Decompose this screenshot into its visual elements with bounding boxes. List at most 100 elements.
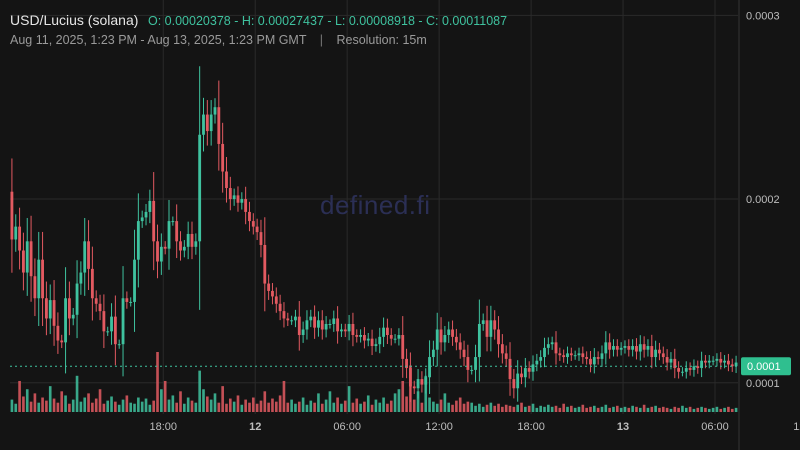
candle-body [516, 373, 520, 389]
candle-body [56, 325, 60, 341]
volume-bar [106, 400, 110, 412]
candle-body [581, 353, 585, 358]
candle-body [592, 357, 596, 365]
volume-bar [428, 397, 431, 412]
candle-body [263, 244, 267, 284]
volume-bar [144, 398, 148, 412]
volume-bar [627, 407, 631, 412]
volume-bar [401, 380, 405, 412]
volume-bar [60, 391, 64, 412]
volume-bar [198, 370, 201, 412]
volume-bar [665, 407, 669, 412]
candle-body [67, 298, 71, 319]
candle-body [604, 342, 608, 354]
volume-bar [25, 389, 29, 412]
candle-body [546, 344, 550, 348]
volume-bar [497, 403, 500, 412]
volume-bar [320, 403, 324, 412]
volume-bar [462, 403, 466, 412]
volume-bar [68, 403, 71, 412]
candle-body [550, 342, 554, 345]
volume-bar [481, 406, 485, 412]
volume-bar [340, 403, 343, 412]
candle-body [447, 329, 451, 336]
candle-body [677, 368, 681, 372]
x-tick-label: 18:00 [517, 421, 545, 433]
volume-bar [715, 406, 719, 412]
volume-bar [604, 404, 608, 412]
volume-bar [516, 404, 519, 412]
volume-bar [642, 404, 646, 412]
candle-body [535, 360, 539, 365]
volume-bar [416, 391, 420, 412]
candle-body [121, 298, 125, 345]
volume-bar [393, 393, 397, 412]
candle-body [531, 364, 535, 372]
volume-bar [194, 402, 198, 412]
volume-bar [527, 405, 531, 412]
candle-body [29, 241, 33, 277]
candle-body [213, 107, 217, 115]
candle-body [378, 336, 382, 345]
candle-body [527, 368, 531, 372]
volume-bar [363, 401, 366, 412]
candle-body [631, 346, 635, 350]
candle-body [504, 353, 508, 359]
volume-bar [347, 386, 351, 412]
volume-bar [443, 393, 447, 412]
last-price-tag [741, 357, 791, 376]
candle-body [64, 298, 67, 343]
volume-bar [274, 401, 278, 412]
candle-body [443, 335, 447, 343]
x-tick-label: 06:00 [701, 421, 729, 433]
candle-body [113, 316, 117, 345]
candle-body [336, 318, 340, 332]
candle-body [554, 342, 558, 354]
candle-body [600, 353, 604, 359]
volume-bar [190, 400, 194, 412]
volume-bar [474, 405, 477, 412]
volume-bar [267, 402, 270, 412]
volume-bar [570, 405, 573, 412]
candle-body [41, 259, 44, 299]
candle-body [688, 368, 692, 370]
volume-bar [64, 395, 67, 412]
volume-bar [317, 393, 320, 412]
candle-body [707, 360, 711, 363]
volume-bar [217, 402, 221, 412]
volume-bar [29, 401, 33, 412]
volume-bar [209, 399, 213, 412]
candle-body [152, 200, 156, 242]
candle-body [715, 358, 719, 361]
volume-bar [83, 397, 87, 412]
candle-body [493, 320, 497, 330]
volume-bar [608, 407, 611, 412]
candle-body [106, 331, 110, 333]
volume-bar [466, 401, 470, 412]
volume-bar [566, 406, 569, 412]
x-tick-label: 18:00 [149, 421, 177, 433]
volume-bar [22, 396, 25, 412]
volume-bar [669, 408, 673, 412]
candle-body [389, 335, 393, 339]
candle-body [489, 320, 493, 337]
candle-body [60, 340, 64, 343]
candle-body [428, 357, 431, 378]
candle-body [71, 314, 75, 319]
candle-body [730, 364, 734, 367]
volume-bar [554, 405, 558, 412]
candle-body [90, 268, 94, 299]
candle-body [512, 379, 516, 389]
candle-body [658, 349, 661, 354]
candle-body [638, 344, 642, 352]
volume-bar [175, 402, 178, 412]
date-range: Aug 11, 2025, 1:23 PM - Aug 13, 2025, 1:… [10, 33, 307, 47]
volume-bar [18, 380, 21, 412]
volume-bar [366, 395, 370, 412]
volume-bar [493, 405, 497, 412]
candle-body [477, 323, 481, 358]
volume-bar [485, 404, 489, 412]
volume-bar [673, 406, 677, 412]
volume-bar [612, 406, 615, 412]
